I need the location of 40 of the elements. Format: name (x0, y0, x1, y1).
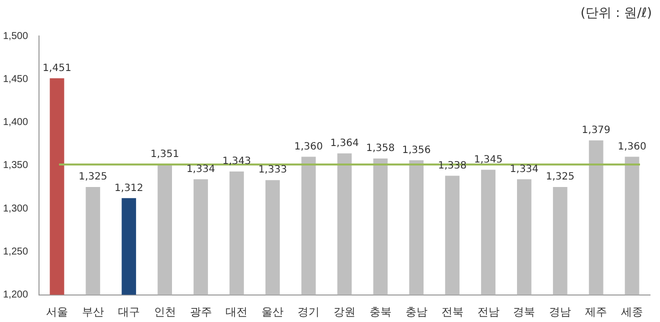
x-tick-label: 광주 (190, 306, 212, 318)
data-label: 1,325 (546, 172, 574, 183)
data-label: 1,451 (42, 62, 72, 74)
y-tick-label: 1,350 (2, 160, 28, 172)
x-tick-label: 전남 (477, 306, 500, 318)
y-tick-label: 1,500 (2, 30, 28, 42)
data-label: 1,334 (186, 164, 216, 175)
data-label: 1,364 (330, 138, 359, 149)
data-label: 1,325 (78, 172, 108, 183)
data-label: 1,360 (294, 141, 323, 152)
x-tick-label: 울산 (262, 306, 284, 318)
x-tick-label: 부산 (82, 306, 104, 318)
x-tick-label: 전북 (441, 306, 464, 318)
y-tick-label: 1,250 (2, 246, 28, 258)
data-label: 1,356 (402, 144, 431, 156)
x-tick-label: 경기 (298, 306, 320, 318)
y-tick-label: 1,450 (2, 74, 28, 85)
y-tick-label: 1,400 (2, 117, 28, 128)
x-tick-label: 충북 (369, 306, 392, 318)
text: (단위 : 원/ℓ) (580, 5, 652, 22)
x-tick-label: 경남 (549, 306, 572, 318)
x-tick-label: 강원 (334, 306, 356, 318)
data-label: 1,379 (582, 124, 610, 136)
y-tick-label: 1,200 (2, 290, 28, 301)
data-label: 1,333 (258, 164, 287, 176)
x-tick-label: 대구 (118, 306, 140, 318)
x-tick-label: 경북 (513, 306, 536, 318)
x-tick-label: 인천 (154, 306, 176, 318)
x-tick-label: 제주 (585, 306, 608, 318)
data-label: 1,345 (474, 154, 503, 166)
x-tick-label: 서울 (46, 306, 68, 318)
data-label: 1,312 (114, 182, 144, 194)
x-tick-label: 대전 (226, 306, 248, 318)
data-label: 1,334 (510, 164, 539, 175)
data-label: 1,351 (150, 149, 180, 160)
data-label: 1,358 (366, 143, 395, 154)
x-tick-label: 충남 (405, 306, 428, 318)
y-tick-label: 1,300 (2, 203, 28, 214)
x-tick-label: 세종 (621, 306, 644, 318)
data-label: 1,360 (618, 141, 646, 152)
